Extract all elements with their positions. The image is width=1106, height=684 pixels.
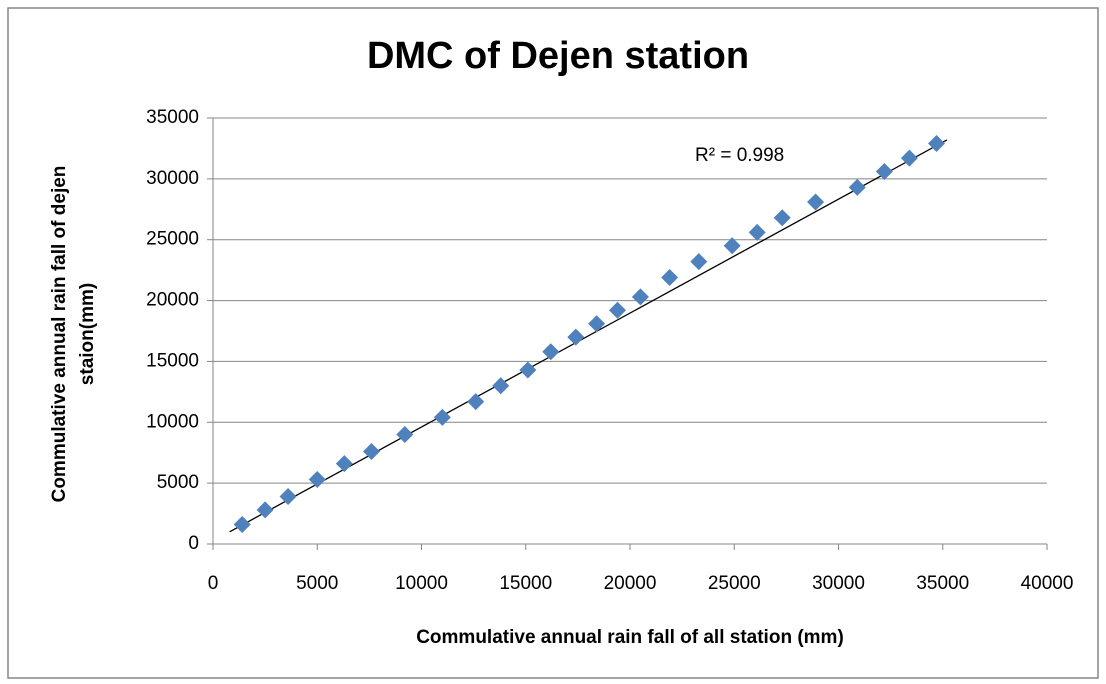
- data-point: [308, 470, 326, 488]
- data-point: [335, 455, 353, 473]
- data-point: [608, 301, 626, 319]
- y-tick-label: 15000: [146, 350, 199, 371]
- chart-title: DMC of Dejen station: [367, 35, 749, 77]
- y-axis-label: Commulative annual rain fall of dejen st…: [49, 166, 98, 503]
- data-point: [588, 315, 606, 333]
- y-axis-label-line: Commulative annual rain fall of dejen: [49, 166, 70, 503]
- x-tick-label: 30000: [812, 573, 865, 594]
- y-tick-label: 25000: [146, 229, 199, 250]
- data-point: [807, 193, 825, 211]
- chart-frame: [7, 7, 1099, 679]
- data-point: [519, 361, 537, 379]
- data-point: [773, 209, 791, 227]
- x-tick-label: 35000: [916, 573, 969, 594]
- data-point: [256, 501, 274, 519]
- data-point: [748, 223, 766, 241]
- x-tick-label: 40000: [1021, 573, 1074, 594]
- y-tick-label: 5000: [157, 472, 199, 493]
- data-point: [631, 288, 649, 306]
- data-point: [467, 393, 485, 411]
- y-tick-label: 30000: [146, 168, 199, 189]
- data-point: [542, 343, 560, 361]
- x-tick-label: 10000: [395, 573, 448, 594]
- data-point: [690, 253, 708, 271]
- y-tick-label: 35000: [146, 107, 199, 128]
- x-axis-label: Commulative annual rain fall of all stat…: [416, 627, 844, 648]
- data-point: [433, 408, 451, 426]
- y-tick-label: 20000: [146, 290, 199, 311]
- annotation: R² = 0.998: [695, 145, 784, 166]
- data-point: [362, 442, 380, 460]
- x-tick-label: 20000: [604, 573, 657, 594]
- x-tick-label: 25000: [708, 573, 761, 594]
- data-point: [723, 237, 741, 255]
- x-tick-label: 5000: [296, 573, 338, 594]
- data-point: [927, 135, 945, 153]
- data-point: [875, 163, 893, 181]
- data-point: [900, 149, 918, 167]
- data-point: [848, 178, 866, 196]
- y-tick-label: 0: [188, 533, 199, 554]
- y-tick-label: 10000: [146, 411, 199, 432]
- data-point: [567, 328, 585, 346]
- x-tick-label: 15000: [499, 573, 552, 594]
- data-point: [661, 268, 679, 286]
- data-point: [233, 516, 251, 534]
- x-tick-label: 0: [208, 573, 219, 594]
- y-axis-label-line: staion(mm): [77, 283, 98, 385]
- data-point: [396, 425, 414, 443]
- data-point: [492, 377, 510, 395]
- data-point: [279, 488, 297, 506]
